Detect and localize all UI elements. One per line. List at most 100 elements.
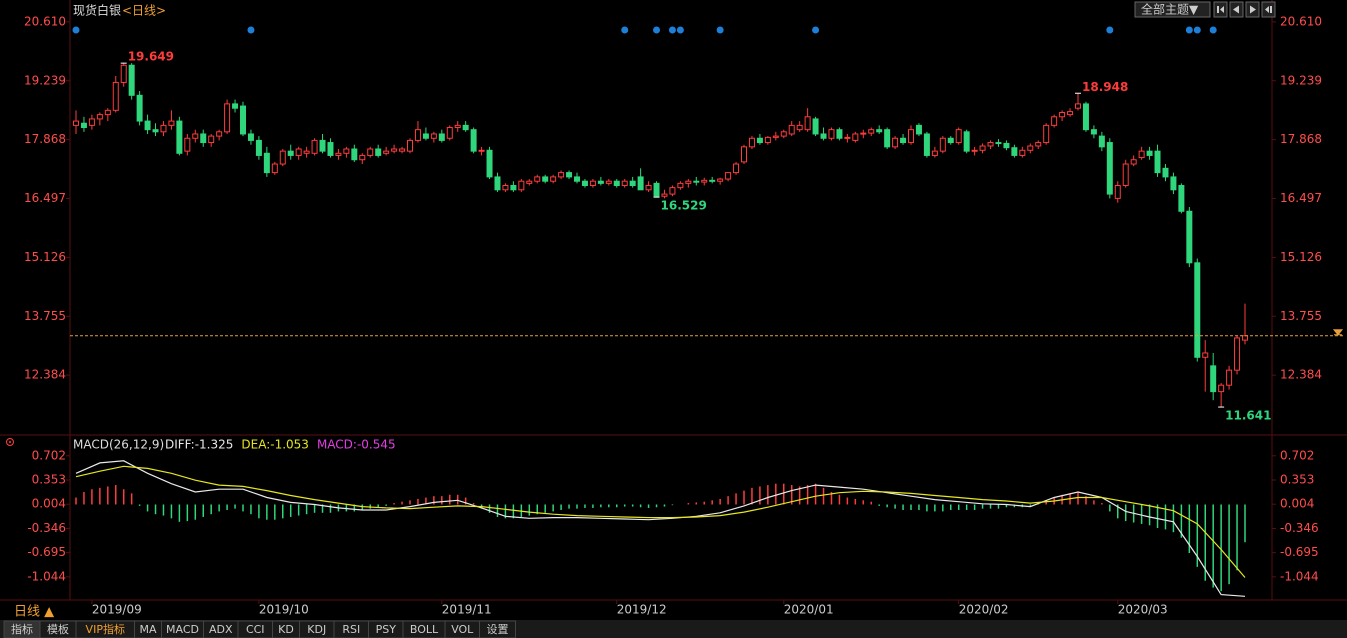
candle-body [486, 149, 493, 178]
macd-legend: DIFF:-1.325 [165, 438, 233, 452]
tab-label[interactable]: KD [278, 623, 294, 636]
macd-legend: MACD:-0.545 [317, 438, 396, 452]
candle-body [931, 150, 938, 156]
candle-body [605, 180, 612, 184]
candle-body [709, 179, 716, 182]
candle-body [1194, 262, 1201, 358]
candle-body [1138, 150, 1145, 159]
candle-body [748, 137, 755, 148]
y-tick-label: 13.755 [24, 309, 66, 323]
candle-body [351, 148, 358, 161]
candle-body [208, 135, 215, 144]
candle-body [359, 154, 366, 161]
candle-body [1234, 337, 1241, 371]
candle-body [1090, 129, 1097, 135]
tab-label[interactable]: VOL [451, 623, 474, 636]
candle-body [558, 172, 565, 178]
candle-body [375, 148, 382, 156]
candle-body [454, 124, 461, 129]
candle-body [1242, 335, 1248, 341]
indicator-icon-dot [9, 441, 11, 443]
event-marker [1185, 26, 1193, 34]
candle-body [860, 132, 867, 135]
tab-label[interactable]: MA [139, 623, 156, 636]
candle-body [287, 150, 294, 156]
candle-body [327, 142, 334, 156]
candle-body [184, 137, 191, 152]
candle-body [725, 172, 732, 180]
indicator-icon[interactable] [6, 438, 14, 446]
candle-body [892, 137, 899, 148]
theme-button[interactable] [1134, 1, 1211, 18]
candle-body [836, 129, 843, 139]
candle-body [1210, 365, 1217, 393]
candle-body [645, 184, 652, 191]
candle-body [1035, 142, 1042, 147]
y-tick-label-right: 12.384 [1280, 368, 1322, 382]
candle-body [653, 182, 660, 197]
tab-label[interactable]: CCI [246, 623, 265, 636]
y-tick-label: 20.610 [24, 14, 66, 28]
tab-label[interactable]: 模板 [47, 622, 69, 636]
icon [1265, 6, 1272, 13]
tab[interactable] [479, 620, 516, 638]
theme-button-label[interactable]: 全部主题▼ [1141, 2, 1199, 17]
event-marker [668, 26, 676, 34]
candle-body [462, 124, 469, 131]
candle-body [812, 118, 819, 135]
y-tick-label-right: 16.497 [1280, 191, 1322, 205]
event-marker [716, 26, 724, 34]
event-marker [1209, 26, 1217, 34]
tab-label[interactable]: 设置 [487, 623, 509, 636]
candle-body [852, 133, 859, 141]
candle-body [335, 152, 342, 156]
candle-body [152, 129, 159, 133]
candle-body [120, 64, 127, 83]
candle-body [1130, 159, 1137, 165]
tab-label[interactable]: VIP指标 [86, 622, 125, 636]
candle-body [136, 94, 143, 122]
candle-body [908, 129, 914, 144]
candle-body [1011, 147, 1018, 156]
candle-body [271, 163, 278, 174]
candle-body [1122, 163, 1129, 186]
candle-body [923, 133, 930, 156]
y-tick-label-right: -0.346 [1280, 521, 1319, 535]
tab-label[interactable]: 指标 [11, 622, 33, 636]
candle-body [701, 179, 708, 183]
candle-body [414, 129, 421, 141]
y-tick-label: 19.239 [24, 73, 66, 87]
candle-body [669, 187, 676, 195]
candle-body [1098, 135, 1105, 148]
tab-label[interactable]: RSI [342, 623, 360, 636]
period-switch[interactable]: 日线 ▲ [14, 605, 54, 620]
tab-label[interactable]: BOLL [410, 623, 439, 636]
event-marker [1106, 26, 1114, 34]
tab-label[interactable]: MACD [166, 623, 199, 636]
candle-body [240, 105, 246, 135]
candle-body [407, 139, 413, 152]
event-marker [1193, 26, 1201, 34]
last-price-marker [1332, 329, 1344, 336]
tab-label[interactable]: KDJ [307, 623, 326, 636]
extreme-label: 18.948 [1082, 80, 1128, 94]
candle-body [876, 129, 883, 133]
candle-body [176, 120, 183, 154]
tab-label[interactable]: PSY [376, 623, 397, 636]
candle-body [884, 129, 891, 148]
tab-label[interactable]: ADX [209, 623, 233, 636]
candle-body [1106, 142, 1113, 195]
y-tick-label-right: -1.044 [1280, 569, 1319, 583]
y-tick-label: -0.695 [27, 545, 66, 559]
candle-body [677, 182, 684, 189]
candle-body [685, 180, 692, 184]
y-tick-label: -0.346 [27, 521, 66, 535]
candle-body [1146, 150, 1153, 156]
candle-body [112, 81, 119, 111]
y-tick-label-right: 19.239 [1280, 73, 1322, 87]
candle-body [963, 131, 970, 152]
candle-body [741, 146, 747, 163]
candle-body [939, 137, 946, 152]
